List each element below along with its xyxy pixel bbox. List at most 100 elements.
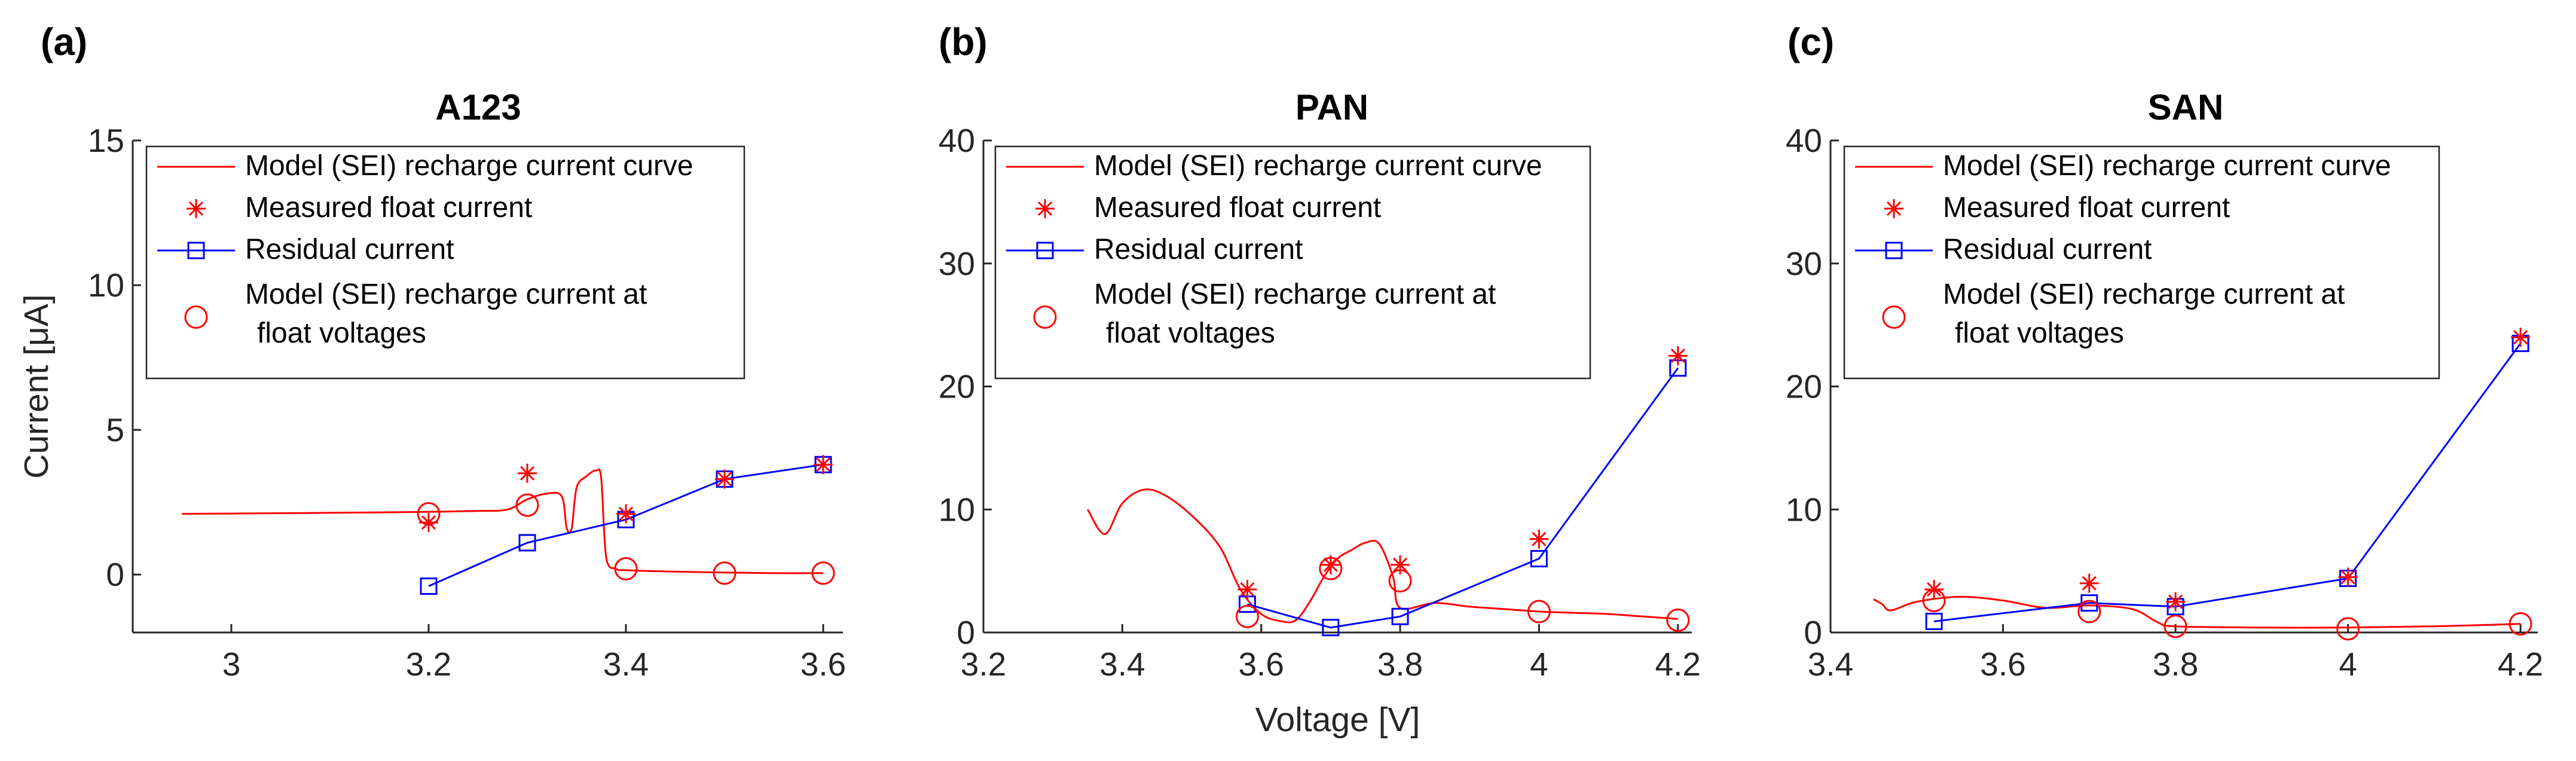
legend-label: Model (SEI) recharge current at [245, 279, 647, 310]
panel-letter: (b) [939, 20, 988, 63]
y-tick-label: 20 [1786, 368, 1822, 405]
legend-label: Residual current [1943, 234, 2152, 265]
residual-line [1247, 367, 1679, 629]
legend-label: Model (SEI) recharge current curve [245, 150, 693, 182]
measured-marker [2166, 592, 2186, 612]
y-tick-label: 30 [939, 245, 975, 282]
legend-residual-swatch [187, 242, 205, 259]
model-point-marker [515, 493, 539, 517]
model-point-marker [1235, 604, 1259, 628]
model-point-marker [2508, 612, 2532, 636]
y-tick-label: 15 [88, 122, 124, 159]
panel-letter: (a) [41, 20, 87, 63]
legend-residual-swatch [1885, 242, 1903, 259]
x-tick-label: 3.2 [406, 646, 451, 683]
legend-label: Residual current [1094, 234, 1303, 265]
residual-marker [1322, 619, 1340, 637]
x-tick-label: 3.4 [1808, 646, 1853, 683]
y-tick-label: 10 [939, 491, 975, 528]
x-tick-label: 4 [1530, 646, 1548, 683]
measured-marker [2338, 567, 2358, 587]
residual-marker [1391, 607, 1409, 625]
measured-marker [2511, 328, 2531, 347]
x-axis-label: Voltage [V] [1255, 701, 1420, 739]
legend-box [145, 145, 745, 380]
legend: Model (SEI) recharge current curve Measur… [1843, 145, 2440, 380]
model-point-marker [713, 561, 737, 585]
y-axis-label: Current [μA] [17, 294, 56, 478]
model-curve-line [1087, 488, 1678, 624]
x-tick-label: 4.2 [1655, 646, 1701, 683]
model-point-marker [811, 561, 835, 585]
legend-model-points-swatch [1033, 305, 1057, 329]
panel-san: (c) SAN 3.4 3.6 3.8 4 4.2 0 10 20 30 40 Model (SEI) … [1786, 20, 2544, 683]
measured-marker [715, 469, 734, 489]
model-point-marker [614, 557, 638, 580]
legend-label: Model (SEI) recharge current at [1094, 279, 1496, 310]
legend-label: Measured float current [245, 192, 532, 224]
legend-label: float voltages [1106, 317, 1275, 349]
legend-residual-swatch [1036, 242, 1054, 259]
x-tick-label: 3.8 [1377, 646, 1423, 683]
measured-marker [1321, 555, 1340, 574]
x-tick-label: 3.4 [603, 646, 649, 683]
legend: Model (SEI) recharge current curve Measur… [994, 145, 1591, 380]
panel-a123: (a) A123 3 3.2 3.4 3.6 0 5 10 15 Current [μA] Model… [17, 20, 846, 683]
panel-letter: (c) [1787, 20, 1834, 63]
x-tick-label: 3.8 [2153, 646, 2198, 683]
measured-marker [1924, 579, 1944, 599]
legend-label: float voltages [257, 317, 426, 349]
legend-box [1843, 145, 2440, 380]
legend-box [994, 145, 1591, 380]
y-tick-label: 0 [1804, 614, 1822, 651]
y-tick-label: 20 [939, 368, 975, 405]
y-tick-label: 10 [1786, 491, 1822, 528]
measured-marker [518, 463, 537, 483]
model-point-marker [2336, 617, 2360, 641]
legend-label: Model (SEI) recharge current curve [1943, 150, 2391, 182]
x-tick-label: 3.2 [961, 646, 1006, 683]
model-curve-line [1873, 595, 2521, 629]
legend-model-points-swatch [1882, 305, 1906, 329]
panel-pan: (b) PAN 3.2 3.4 3.6 3.8 4 4.2 0 10 20 30 40 Voltage [… [939, 20, 1701, 739]
legend-label: Model (SEI) recharge current curve [1094, 150, 1542, 182]
legend-model-points-swatch [184, 305, 208, 329]
model-point-marker [1527, 600, 1551, 624]
y-tick-label: 0 [106, 556, 124, 593]
measured-marker [616, 504, 635, 524]
measured-marker [419, 513, 438, 533]
model-point-marker [2164, 615, 2187, 638]
model-curve-line [182, 468, 824, 574]
y-tick-label: 40 [939, 122, 975, 159]
residual-marker [518, 534, 536, 552]
y-tick-label: 10 [88, 267, 124, 304]
y-tick-label: 5 [106, 411, 124, 448]
x-tick-label: 3.6 [800, 646, 846, 683]
legend-label: Measured float current [1094, 192, 1381, 224]
residual-line [1933, 343, 2522, 622]
residual-line [428, 463, 824, 587]
measured-marker [1668, 346, 1688, 366]
measured-marker [1237, 579, 1257, 599]
legend-label: Model (SEI) recharge current at [1943, 279, 2345, 310]
panel-title: PAN [1295, 87, 1368, 127]
legend-label: Residual current [245, 234, 454, 265]
x-tick-label: 3 [222, 646, 241, 683]
measured-marker [814, 455, 833, 475]
measured-marker [2079, 573, 2099, 593]
legend-label: float voltages [1955, 317, 2124, 349]
measured-marker [1391, 555, 1410, 574]
legend-label: Measured float current [1943, 192, 2230, 224]
legend: Model (SEI) recharge current curve Measur… [145, 145, 745, 380]
y-tick-label: 40 [1786, 122, 1822, 159]
panel-title: A123 [435, 87, 521, 127]
x-tick-label: 3.6 [1980, 646, 2025, 683]
panel-title: SAN [2148, 87, 2224, 127]
x-tick-label: 3.4 [1099, 646, 1145, 683]
x-tick-label: 3.6 [1238, 646, 1284, 683]
model-point-marker [1666, 608, 1690, 632]
residual-marker [1925, 612, 1943, 630]
x-tick-label: 4.2 [2498, 646, 2543, 683]
y-tick-label: 0 [957, 614, 975, 651]
